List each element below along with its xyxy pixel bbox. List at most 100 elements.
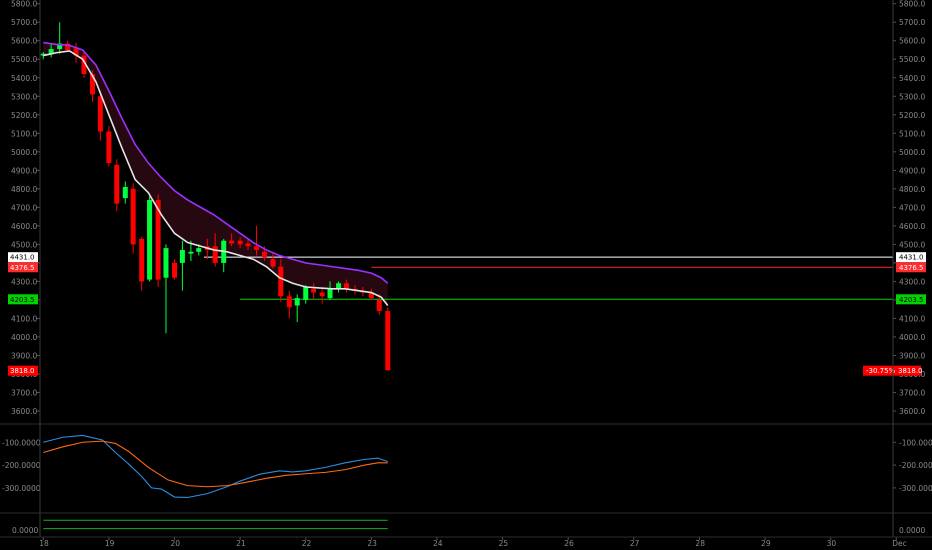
x-tick-label: 19 [105,539,115,548]
ema-slow-line[interactable] [43,41,389,284]
candle-down[interactable] [368,288,374,300]
candle-up[interactable] [147,196,153,282]
price-level-label-left: 4376.5 [10,264,35,272]
candle-body [229,240,235,244]
candle-up[interactable] [163,244,169,334]
price-level-badge-right [896,262,926,273]
candle-down[interactable] [311,283,317,300]
candle-down[interactable] [385,307,391,371]
x-tick-label: 21 [236,539,246,548]
candle-body [57,43,63,50]
price-pane[interactable]: 3600.03600.03700.03700.03800.03800.03900… [8,0,926,416]
y-tick-label-left: 3600.0 [11,407,37,416]
candle-body [286,296,292,308]
y-tick-label-right: 4600.0 [899,222,925,231]
candle-down[interactable] [114,159,120,212]
y-tick-label-left: 3900.0 [11,351,37,360]
candle-down[interactable] [286,290,292,319]
oscillator-line-orange[interactable] [43,440,388,488]
oscillator-pane[interactable]: -100.0000 -100.0000 -200.0000 -200.0000 -300… [2,434,932,499]
candle-body [343,283,349,289]
candle-down[interactable] [319,288,325,304]
y-tick-label-left: 5100.0 [11,129,37,138]
y-tick-label-right: 5800.0 [899,0,925,9]
osc-y-tick-label-right: -300.0000 [899,484,932,493]
candle-body [172,262,178,278]
candle-body [188,251,194,254]
x-tick-label: 29 [761,539,771,548]
candle-down[interactable] [245,238,251,250]
candle-up[interactable] [179,240,185,291]
candle-down[interactable] [130,183,136,254]
osc-y-tick-label-right: -100.0000 [899,438,932,447]
candle-body [147,199,153,280]
y-tick-label-right: 3600.0 [899,407,925,416]
candle-body [311,288,317,293]
oscillator-line-blue[interactable] [43,434,388,499]
y-tick-label-left: 4500.0 [11,240,37,249]
price-level-label-right: 4203.5 [899,296,924,304]
y-tick-label-left: 4300.0 [11,277,37,286]
y-tick-label-left: 5500.0 [11,55,37,64]
y-tick-label-left: 4600.0 [11,222,37,231]
x-tick-label: 23 [367,539,377,548]
candle-body [237,240,243,245]
candle-down[interactable] [139,236,145,291]
y-tick-label-right: 3700.0 [899,389,925,398]
x-tick-label: 24 [433,539,443,548]
candle-body [261,251,267,258]
candle-body [254,246,260,250]
candle-up[interactable] [122,181,128,204]
x-tick-label: 22 [302,539,312,548]
y-tick-label-right: 4500.0 [899,240,925,249]
candle-up[interactable] [294,294,300,323]
candle-down[interactable] [73,42,79,63]
candle-body [139,238,145,282]
price-level-label-left: 4431.0 [10,254,35,262]
candle-body [245,243,251,247]
candle-body [89,74,95,95]
price-level-badge-right [896,294,926,305]
candle-down[interactable] [106,125,112,167]
last-price-badge-left [8,365,38,376]
candle-down[interactable] [81,51,87,78]
candle-down[interactable] [270,251,276,269]
candle-down[interactable] [172,259,178,280]
osc-y-tick-label-left: -100.0000 [2,438,41,447]
last-price-label-right: 3818.0 [898,367,923,375]
price-level-badge-left [8,294,38,305]
candle-down[interactable] [278,259,284,302]
candle-down[interactable] [229,233,235,247]
price-change-label: -30.75% [866,367,896,375]
candle-body [278,266,284,297]
candle-down[interactable] [65,40,71,52]
candle-down[interactable] [343,279,349,293]
candle-up[interactable] [221,238,227,273]
volume-pane[interactable]: 0.0000 0.0000 [12,519,925,535]
candle-up[interactable] [303,285,309,304]
candle-body [196,248,202,252]
candle-down[interactable] [237,236,243,249]
candle-down[interactable] [376,294,382,315]
candle-up[interactable] [336,281,342,293]
osc-y-tick-label-right: -200.0000 [899,461,932,470]
candle-body [327,288,333,299]
y-tick-label-left: 5300.0 [11,92,37,101]
ema-fast-line[interactable] [43,50,389,306]
candle-up[interactable] [57,22,63,54]
candle-body [368,292,374,299]
time-axis: 18 19 20 21 22 23 24 25 26 27 28 29 30 Dec [39,537,907,548]
y-tick-label-right: 5200.0 [899,111,925,120]
candle-up[interactable] [48,44,54,58]
candle-up[interactable] [327,281,333,300]
x-tick-label: 18 [39,539,49,548]
x-tick-label: 25 [499,539,509,548]
price-level-label-left: 4203.5 [10,296,35,304]
candle-down[interactable] [254,225,260,256]
candle-down[interactable] [97,90,103,141]
candle-body [155,199,161,280]
y-tick-label-right: 5100.0 [899,129,925,138]
y-tick-label-left: 5700.0 [11,18,37,27]
x-tick-label: 27 [630,539,640,548]
